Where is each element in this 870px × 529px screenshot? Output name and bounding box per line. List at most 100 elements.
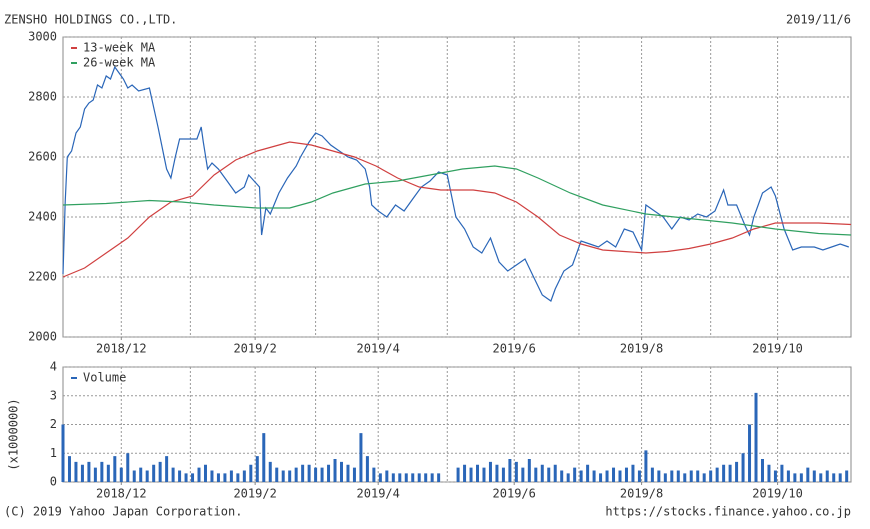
x-tick-label: 2019/4 bbox=[357, 487, 400, 501]
bar bbox=[391, 473, 395, 482]
legend-label: Volume bbox=[83, 371, 126, 385]
bar bbox=[210, 470, 214, 482]
x-tick-label: 2018/12 bbox=[96, 487, 147, 501]
bar bbox=[365, 456, 369, 482]
bar bbox=[799, 473, 803, 482]
bar bbox=[825, 470, 829, 482]
bar bbox=[812, 470, 816, 482]
bar bbox=[191, 473, 195, 482]
bar bbox=[281, 470, 285, 482]
bar bbox=[268, 461, 272, 482]
y-tick-label: 2400 bbox=[28, 210, 57, 224]
x-tick-label: 2019/2 bbox=[233, 342, 276, 356]
bar bbox=[463, 464, 467, 482]
bar bbox=[741, 453, 745, 482]
copyright: (C) 2019 Yahoo Japan Corporation. bbox=[4, 505, 242, 519]
chart-title: ZENSHO HOLDINGS CO.,LTD. bbox=[4, 13, 177, 27]
source: https://stocks.finance.yahoo.co.jp bbox=[605, 505, 851, 519]
bar bbox=[203, 464, 207, 482]
bar bbox=[780, 464, 784, 482]
bar bbox=[663, 473, 667, 482]
bar bbox=[631, 464, 635, 482]
bar bbox=[773, 470, 777, 482]
bar bbox=[650, 467, 654, 482]
bar bbox=[514, 461, 518, 482]
bar bbox=[722, 464, 726, 482]
bar bbox=[612, 467, 616, 482]
bar bbox=[702, 473, 706, 482]
bar bbox=[793, 473, 797, 482]
bar bbox=[527, 459, 531, 482]
bar bbox=[275, 467, 279, 482]
bar bbox=[689, 470, 693, 482]
bar bbox=[456, 467, 460, 482]
y-tick-label: 3000 bbox=[28, 30, 57, 44]
x-tick-label: 2019/10 bbox=[752, 487, 803, 501]
bar bbox=[119, 467, 123, 482]
x-tick-label: 2019/4 bbox=[357, 342, 400, 356]
x-tick-label: 2019/8 bbox=[620, 487, 663, 501]
bar bbox=[288, 470, 292, 482]
bar bbox=[838, 473, 842, 482]
bar bbox=[113, 456, 117, 482]
bar bbox=[327, 464, 331, 482]
bar bbox=[339, 461, 343, 482]
bar bbox=[786, 470, 790, 482]
bar bbox=[417, 473, 421, 482]
bar bbox=[476, 464, 480, 482]
y-tick-label: 2800 bbox=[28, 90, 57, 104]
x-tick-label: 2019/6 bbox=[493, 487, 536, 501]
bar bbox=[242, 470, 246, 482]
bar bbox=[521, 467, 525, 482]
bar bbox=[573, 467, 577, 482]
bar bbox=[100, 461, 104, 482]
bar bbox=[178, 470, 182, 482]
y-tick-label: 2 bbox=[50, 417, 57, 431]
bar bbox=[430, 473, 434, 482]
y-axis-label: (x1000000) bbox=[7, 398, 21, 470]
bar bbox=[469, 467, 473, 482]
bar bbox=[106, 464, 110, 482]
bar bbox=[80, 464, 84, 482]
bar bbox=[385, 470, 389, 482]
bar bbox=[126, 453, 130, 482]
bar bbox=[255, 456, 259, 482]
bar bbox=[482, 467, 486, 482]
bar bbox=[637, 470, 641, 482]
bar bbox=[346, 464, 350, 482]
y-tick-label: 2600 bbox=[28, 150, 57, 164]
bar bbox=[605, 470, 609, 482]
plot-area bbox=[62, 36, 852, 338]
bar bbox=[553, 464, 557, 482]
x-tick-label: 2019/2 bbox=[233, 487, 276, 501]
bar bbox=[314, 467, 318, 482]
bar bbox=[488, 461, 492, 482]
bar bbox=[184, 473, 188, 482]
bar bbox=[495, 464, 499, 482]
bar bbox=[709, 470, 713, 482]
bar bbox=[404, 473, 408, 482]
bar bbox=[61, 424, 65, 482]
bar bbox=[165, 456, 169, 482]
bar bbox=[216, 473, 220, 482]
bar bbox=[249, 464, 253, 482]
x-tick-label: 2019/8 bbox=[620, 342, 663, 356]
bar bbox=[145, 470, 149, 482]
bar bbox=[586, 464, 590, 482]
bar bbox=[508, 459, 512, 482]
bar bbox=[229, 470, 233, 482]
bar bbox=[67, 456, 71, 482]
bar bbox=[501, 467, 505, 482]
bar bbox=[696, 470, 700, 482]
bar bbox=[760, 459, 764, 482]
bar bbox=[74, 461, 78, 482]
bar bbox=[352, 467, 356, 482]
bar bbox=[579, 470, 583, 482]
bar bbox=[676, 470, 680, 482]
bar bbox=[378, 473, 382, 482]
x-tick-label: 2019/10 bbox=[752, 342, 803, 356]
bar bbox=[262, 433, 266, 482]
line bbox=[62, 65, 849, 302]
bar bbox=[547, 467, 551, 482]
y-tick-label: 1 bbox=[50, 446, 57, 460]
